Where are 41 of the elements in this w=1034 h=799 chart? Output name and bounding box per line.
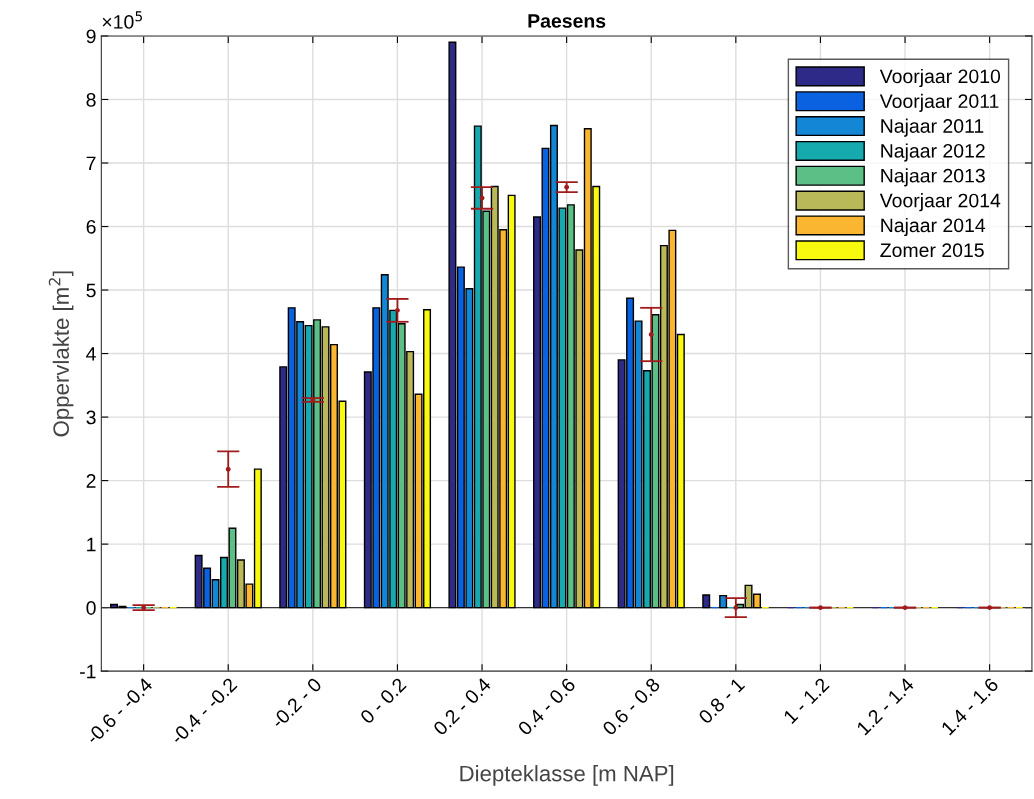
x-tick-label: 0.8 - 1 [697, 677, 746, 725]
y-tick-label: 4 [86, 347, 96, 361]
legend-label: Najaar 2014 [881, 217, 986, 237]
y-tick-label: 8 [86, 92, 96, 107]
x-tick-label: 1 - 1.2 [782, 677, 830, 724]
y-tick-label: 7 [86, 156, 96, 171]
y-tick-label: 3 [86, 410, 96, 425]
legend-label: Voorjaar 2011 [879, 93, 999, 112]
y-tick-label: 1 [87, 537, 96, 552]
y-axis-title: Oppervlakte [m$^{2}$] [48, 271, 74, 437]
legend-label: Voorjaar 2014 [879, 193, 1001, 212]
point [648, 332, 654, 337]
bar [719, 594, 728, 609]
y-tick-label: 0 [86, 601, 96, 615]
y-tick-label: 5 [86, 283, 96, 298]
x-axis-title: Diepteklasse [m NAP] [460, 765, 674, 786]
point [733, 605, 739, 611]
x-tick-label: 0.2 - 0.4 [432, 676, 492, 737]
x-tick-label: 1.2 - 1.4 [856, 676, 915, 736]
point [225, 466, 231, 472]
y-tick-label: -1 [80, 664, 96, 679]
y-tick-label: 9 [86, 29, 96, 44]
x-tick-label: 0.6 - 0.8 [601, 676, 661, 737]
point [479, 195, 485, 201]
x-tick-label: 0 - 0.2 [359, 677, 407, 725]
legend-label: Najaar 2012 [881, 143, 985, 162]
x-tick-label: 1.4 - 1.6 [940, 676, 1000, 736]
x-tick-label: -0.2 - 0 [270, 676, 323, 730]
legend-label: Najaar 2013 [881, 168, 985, 187]
legend-label: Voorjaar 2010 [879, 68, 1001, 88]
point [395, 307, 400, 313]
x-tick-label: 0.4 - 0.6 [517, 676, 577, 737]
x-tick-label: -0.4 - -0.2 [169, 677, 238, 746]
y-tick-label: 2 [86, 474, 96, 488]
legend-label: Zomer 2015 [880, 243, 984, 258]
bar [702, 594, 711, 609]
y-tick-label: 6 [86, 219, 96, 234]
point [564, 184, 570, 190]
legend-label: Najaar 2011 [881, 118, 984, 137]
chart-title: Paesens [528, 14, 606, 28]
text: ×10$^{5}$ [102, 11, 142, 29]
